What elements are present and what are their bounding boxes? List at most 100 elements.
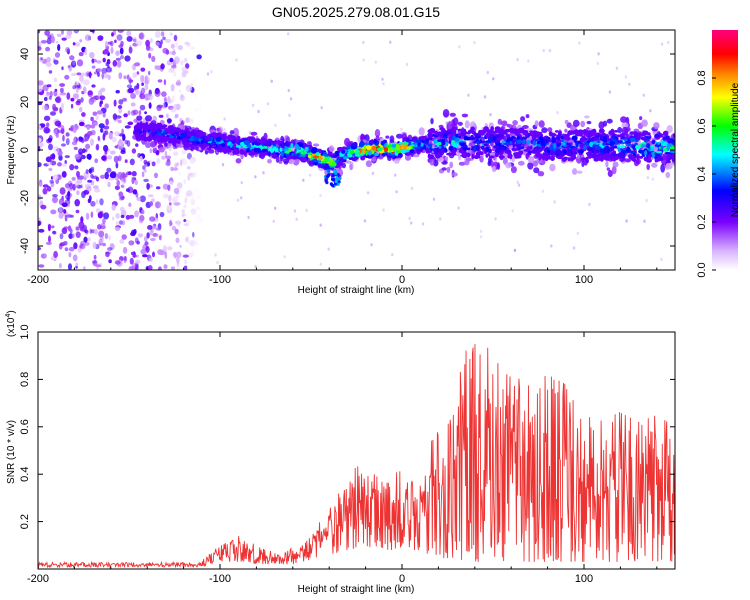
spectrogram-noise-blob	[206, 72, 210, 76]
spectrogram-ridge-blob	[609, 156, 614, 162]
spectrogram-noise-blob	[130, 251, 135, 256]
spectrogram-ridge-blob	[157, 132, 163, 137]
spectrogram-ridge-blob	[635, 135, 640, 140]
spectrogram-noise-blob	[160, 63, 165, 70]
spectrogram-ridge-blob	[277, 141, 283, 144]
spectrogram-ridge-blob	[353, 141, 358, 147]
spectrogram-noise-blob	[247, 215, 250, 219]
spectrogram-ridge-blob	[249, 136, 252, 141]
spectrogram-noise-blob	[87, 72, 93, 77]
spectrogram-ridge-blob	[235, 139, 240, 145]
colorbar-gradient	[712, 30, 738, 270]
spectrogram-ridge-blob	[280, 143, 285, 149]
spectrogram-ridge-blob	[414, 139, 422, 144]
snr-y-label: SNR (10 * v/v)	[6, 420, 17, 484]
spectrogram-noise-blob	[43, 97, 48, 101]
spectrogram-ridge-blob	[596, 140, 601, 144]
spectrogram-noise-blob	[193, 242, 199, 246]
spectrogram-ridge-blob	[148, 135, 152, 140]
spectrogram-noise-blob	[184, 41, 189, 45]
spectrogram-ridge-blob	[405, 138, 410, 142]
spectrogram-ridge-blob	[602, 139, 608, 143]
spectrogram-noise-blob	[199, 35, 204, 41]
spectrogram-ridge-blob	[458, 149, 465, 153]
spectrogram-noise-blob	[94, 158, 99, 164]
spectrogram-ridge-blob	[272, 147, 277, 151]
spectrogram-noise-blob	[76, 174, 80, 180]
spectrogram-ridge-blob	[606, 118, 613, 124]
spectrogram-noise-blob	[126, 74, 130, 80]
snr-y-axis: 0.2 0.4 0.6 0.8 1.0	[19, 324, 675, 529]
spectrogram-noise-blob	[479, 235, 483, 239]
spectrogram-ridge-blob	[334, 171, 338, 176]
spectrogram-ridge-blob	[136, 122, 140, 127]
spectrogram-ridge-blob	[294, 144, 299, 148]
spectrogram-ridge-blob	[315, 152, 320, 157]
spectrogram-noise-blob	[75, 100, 81, 106]
spectrogram-noise-blob	[134, 179, 138, 186]
spectrogram-noise-blob	[38, 102, 43, 106]
spectrogram-ridge-blob	[590, 136, 596, 142]
spectrogram-ridge-blob	[449, 112, 456, 117]
spectrogram-ridge-blob	[457, 121, 463, 126]
spectrogram-noise-blob	[50, 111, 56, 116]
spectrogram-ridge-blob	[509, 154, 513, 160]
spectrogram-ridge-blob	[572, 147, 577, 153]
spectrogram-ridge-blob	[437, 157, 444, 163]
spectrogram-noise-blob	[63, 209, 67, 214]
spectrogram-ridge-blob	[541, 145, 546, 149]
spectrogram-noise-blob	[114, 260, 121, 265]
spectrogram-ridge-blob	[310, 148, 317, 154]
spectrogram-noise-blob	[154, 65, 159, 70]
spectrogram-noise-blob	[98, 89, 103, 98]
snr-x-label: Height of straight line (km)	[298, 584, 415, 595]
spectrogram-noise-blob	[81, 154, 86, 160]
spectrogram-ridge-blob	[318, 148, 322, 154]
spectrogram-noise-blob	[111, 204, 116, 211]
spectrogram-ridge-blob	[641, 119, 648, 127]
spectrogram-noise-blob	[148, 102, 152, 109]
spectrogram-noise-blob	[55, 40, 59, 44]
spectrogram-ridge-blob	[542, 152, 546, 156]
spectrogram-ridge-blob	[368, 150, 372, 156]
spectrogram-noise-blob	[105, 66, 112, 73]
spectrogram-ridge-blob	[442, 109, 450, 118]
spectrogram-noise-blob	[179, 95, 185, 102]
spectrogram-noise-blob	[266, 102, 270, 106]
spectrogram-noise-blob	[74, 199, 80, 207]
spectrogram-ridge-blob	[515, 133, 521, 137]
spectrogram-noise-blob	[104, 233, 109, 240]
spectrogram-noise-blob	[183, 265, 188, 270]
spectrogram-noise-blob	[134, 89, 139, 95]
spectrogram-noise-blob	[72, 42, 76, 46]
spectrogram-noise-blob	[382, 208, 385, 212]
spectrogram-ridge-blob	[488, 158, 492, 165]
spectrogram-noise-blob	[82, 86, 87, 94]
spectrogram-noise-blob	[136, 82, 140, 90]
spectrogram-ridge-blob	[602, 142, 606, 146]
spectrogram-ridge-blob	[516, 144, 522, 149]
spectrogram-noise-blob	[105, 118, 109, 126]
spectrogram-noise-blob	[73, 242, 78, 250]
spectrogram-noise-blob	[52, 196, 58, 204]
spectrogram-noise-blob	[195, 206, 201, 211]
spectrogram-noise-blob	[48, 235, 51, 243]
spectrogram-noise-blob	[104, 40, 109, 49]
spectrogram-ridge-blob	[511, 155, 515, 163]
spectrogram-ridge-blob	[613, 130, 619, 133]
spectrogram-noise-blob	[189, 239, 196, 247]
spectrogram-ridge-blob	[429, 158, 435, 166]
spectrogram-noise-blob	[88, 97, 95, 105]
spectrogram-ridge-blob	[651, 151, 656, 157]
spectrogram-noise-blob	[381, 77, 384, 81]
spectrogram-noise-blob	[70, 72, 77, 76]
spectrogram-noise-blob	[177, 45, 183, 51]
spectrogram-noise-blob	[65, 132, 70, 137]
spectrogram-noise-blob	[104, 103, 109, 109]
spectrogram-ridge-blob	[505, 162, 512, 169]
spectrogram-ridge-blob	[554, 136, 561, 140]
spectrogram-noise-blob	[116, 180, 120, 187]
spectrogram-ridge-blob	[196, 141, 200, 145]
spectrogram-noise-blob	[101, 155, 107, 161]
